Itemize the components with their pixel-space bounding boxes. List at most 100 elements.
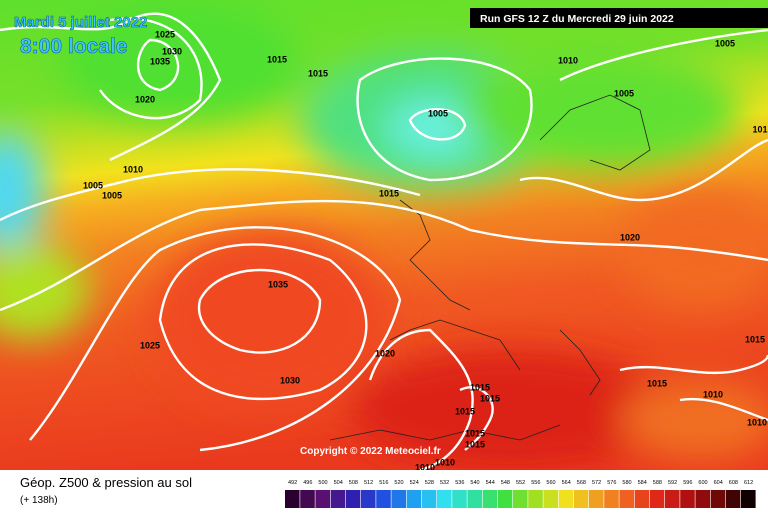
scale-swatch: [497, 490, 513, 508]
isobar-label: 1020: [135, 94, 155, 104]
scale-label: 560: [546, 480, 555, 486]
scale-swatch: [513, 490, 528, 508]
scale-swatch: [467, 490, 482, 508]
scale-swatch: [330, 490, 346, 508]
scale-label: 544: [486, 480, 495, 486]
scale-swatch: [421, 490, 437, 508]
scale-swatch: [376, 490, 391, 508]
isobar-label: 1015: [480, 393, 500, 403]
isobar-label: 1015: [470, 382, 490, 392]
scale-swatch: [406, 490, 422, 508]
scale-label: 540: [470, 480, 479, 486]
scale-label: 492: [288, 480, 297, 486]
scale-swatch: [437, 490, 452, 508]
isobar-label: 1005: [614, 88, 634, 98]
scale-label: 580: [622, 480, 631, 486]
run-box: [470, 8, 768, 28]
field: [0, 0, 768, 470]
color-scale: 492 496 500 504 508 512 516 520 524 528 532 536 540 5…: [285, 480, 756, 508]
isobar-label: 1005: [428, 108, 448, 118]
run-label: Run GFS 12 Z du Mercredi 29 juin 2022: [480, 13, 674, 25]
isobar-label: 1035: [268, 279, 288, 289]
scale-label: 548: [501, 480, 510, 486]
isobar-label: 1015: [647, 378, 667, 388]
scale-swatch: [634, 490, 650, 508]
scale-swatch: [725, 490, 741, 508]
scale-swatch: [528, 490, 543, 508]
scale-label: 588: [653, 480, 662, 486]
scale-label: 584: [638, 480, 647, 486]
isobar-label: 1005: [102, 190, 122, 200]
scale-swatch: [300, 490, 315, 508]
isobar-label: 1020: [375, 348, 395, 358]
scale-swatch: [741, 490, 756, 508]
scale-label: 564: [562, 480, 571, 486]
isobar-label: 1035: [150, 56, 170, 66]
scale-label: 592: [668, 480, 677, 486]
scale-label: 612: [744, 480, 753, 486]
copyright: Copyright © 2022 Meteociel.fr: [300, 446, 441, 457]
scale-label: 524: [410, 480, 419, 486]
scale-label: 500: [318, 480, 327, 486]
scale-swatch: [680, 490, 695, 508]
isobar-label: 1010: [415, 462, 435, 472]
isobar-label: 1015: [465, 428, 485, 438]
scale-label: 508: [349, 480, 358, 486]
scale-swatch: [543, 490, 558, 508]
isobar-label: 1005: [715, 38, 735, 48]
isobars: [0, 12, 768, 472]
scale-swatch: [604, 490, 619, 508]
scale-swatch: [619, 490, 634, 508]
legend-lead: (+ 138h): [20, 495, 58, 506]
scale-swatch: [695, 490, 710, 508]
scale-swatch: [361, 490, 376, 508]
isobar-label: 1010: [123, 164, 143, 174]
scale-label: 504: [334, 480, 343, 486]
scale-label: 568: [577, 480, 586, 486]
isobar-label: 1010: [703, 389, 723, 399]
isobar-label: 1010: [558, 55, 578, 65]
scale-label: 536: [455, 480, 464, 486]
scale-swatch: [391, 490, 406, 508]
isobar-label: 1010: [747, 417, 767, 427]
scale-swatch: [649, 490, 665, 508]
isobar-label: 1005: [83, 180, 103, 190]
scale-label: 528: [425, 480, 434, 486]
scale-label: 552: [516, 480, 525, 486]
isobar-labels: 1025 1030 1035 1015 1015 1020 1010 1005 …: [83, 29, 768, 472]
isobar-label: 1015: [267, 54, 287, 64]
scale-label: 520: [394, 480, 403, 486]
scale-label: 532: [440, 480, 449, 486]
scale-swatch: [345, 490, 361, 508]
isobar-label: 1030: [280, 375, 300, 385]
legend-title: Géop. Z500 & pression au sol: [20, 475, 192, 490]
isobar-label: 1030: [162, 46, 182, 56]
scale-swatch: [285, 490, 300, 508]
scale-swatch: [315, 490, 330, 508]
isobar-label: 1015: [455, 406, 475, 416]
scale-label: 608: [729, 480, 738, 486]
scale-swatch: [482, 490, 498, 508]
scale-label: 572: [592, 480, 601, 486]
scale-label: 556: [531, 480, 540, 486]
scale-swatch: [558, 490, 574, 508]
scale-label: 512: [364, 480, 373, 486]
isobar-label: 1015: [308, 68, 328, 78]
scale-label: 600: [698, 480, 707, 486]
isobar-label: 1010: [435, 457, 455, 467]
coastlines: [329, 94, 651, 441]
scale-swatch: [573, 490, 589, 508]
scale-swatch: [589, 490, 604, 508]
scale-swatch: [452, 490, 467, 508]
scale-label: 576: [607, 480, 616, 486]
scale-label: 516: [379, 480, 388, 486]
isobar-label: 1025: [155, 29, 175, 39]
time-label: 8:00 locale: [20, 35, 127, 58]
isobar-label: 1015: [379, 188, 399, 198]
scale-swatch: [665, 490, 680, 508]
isobar-label: 1025: [140, 340, 160, 350]
scale-label: 596: [683, 480, 692, 486]
isobar-label: 1015: [745, 334, 765, 344]
scale-label: 496: [303, 480, 312, 486]
